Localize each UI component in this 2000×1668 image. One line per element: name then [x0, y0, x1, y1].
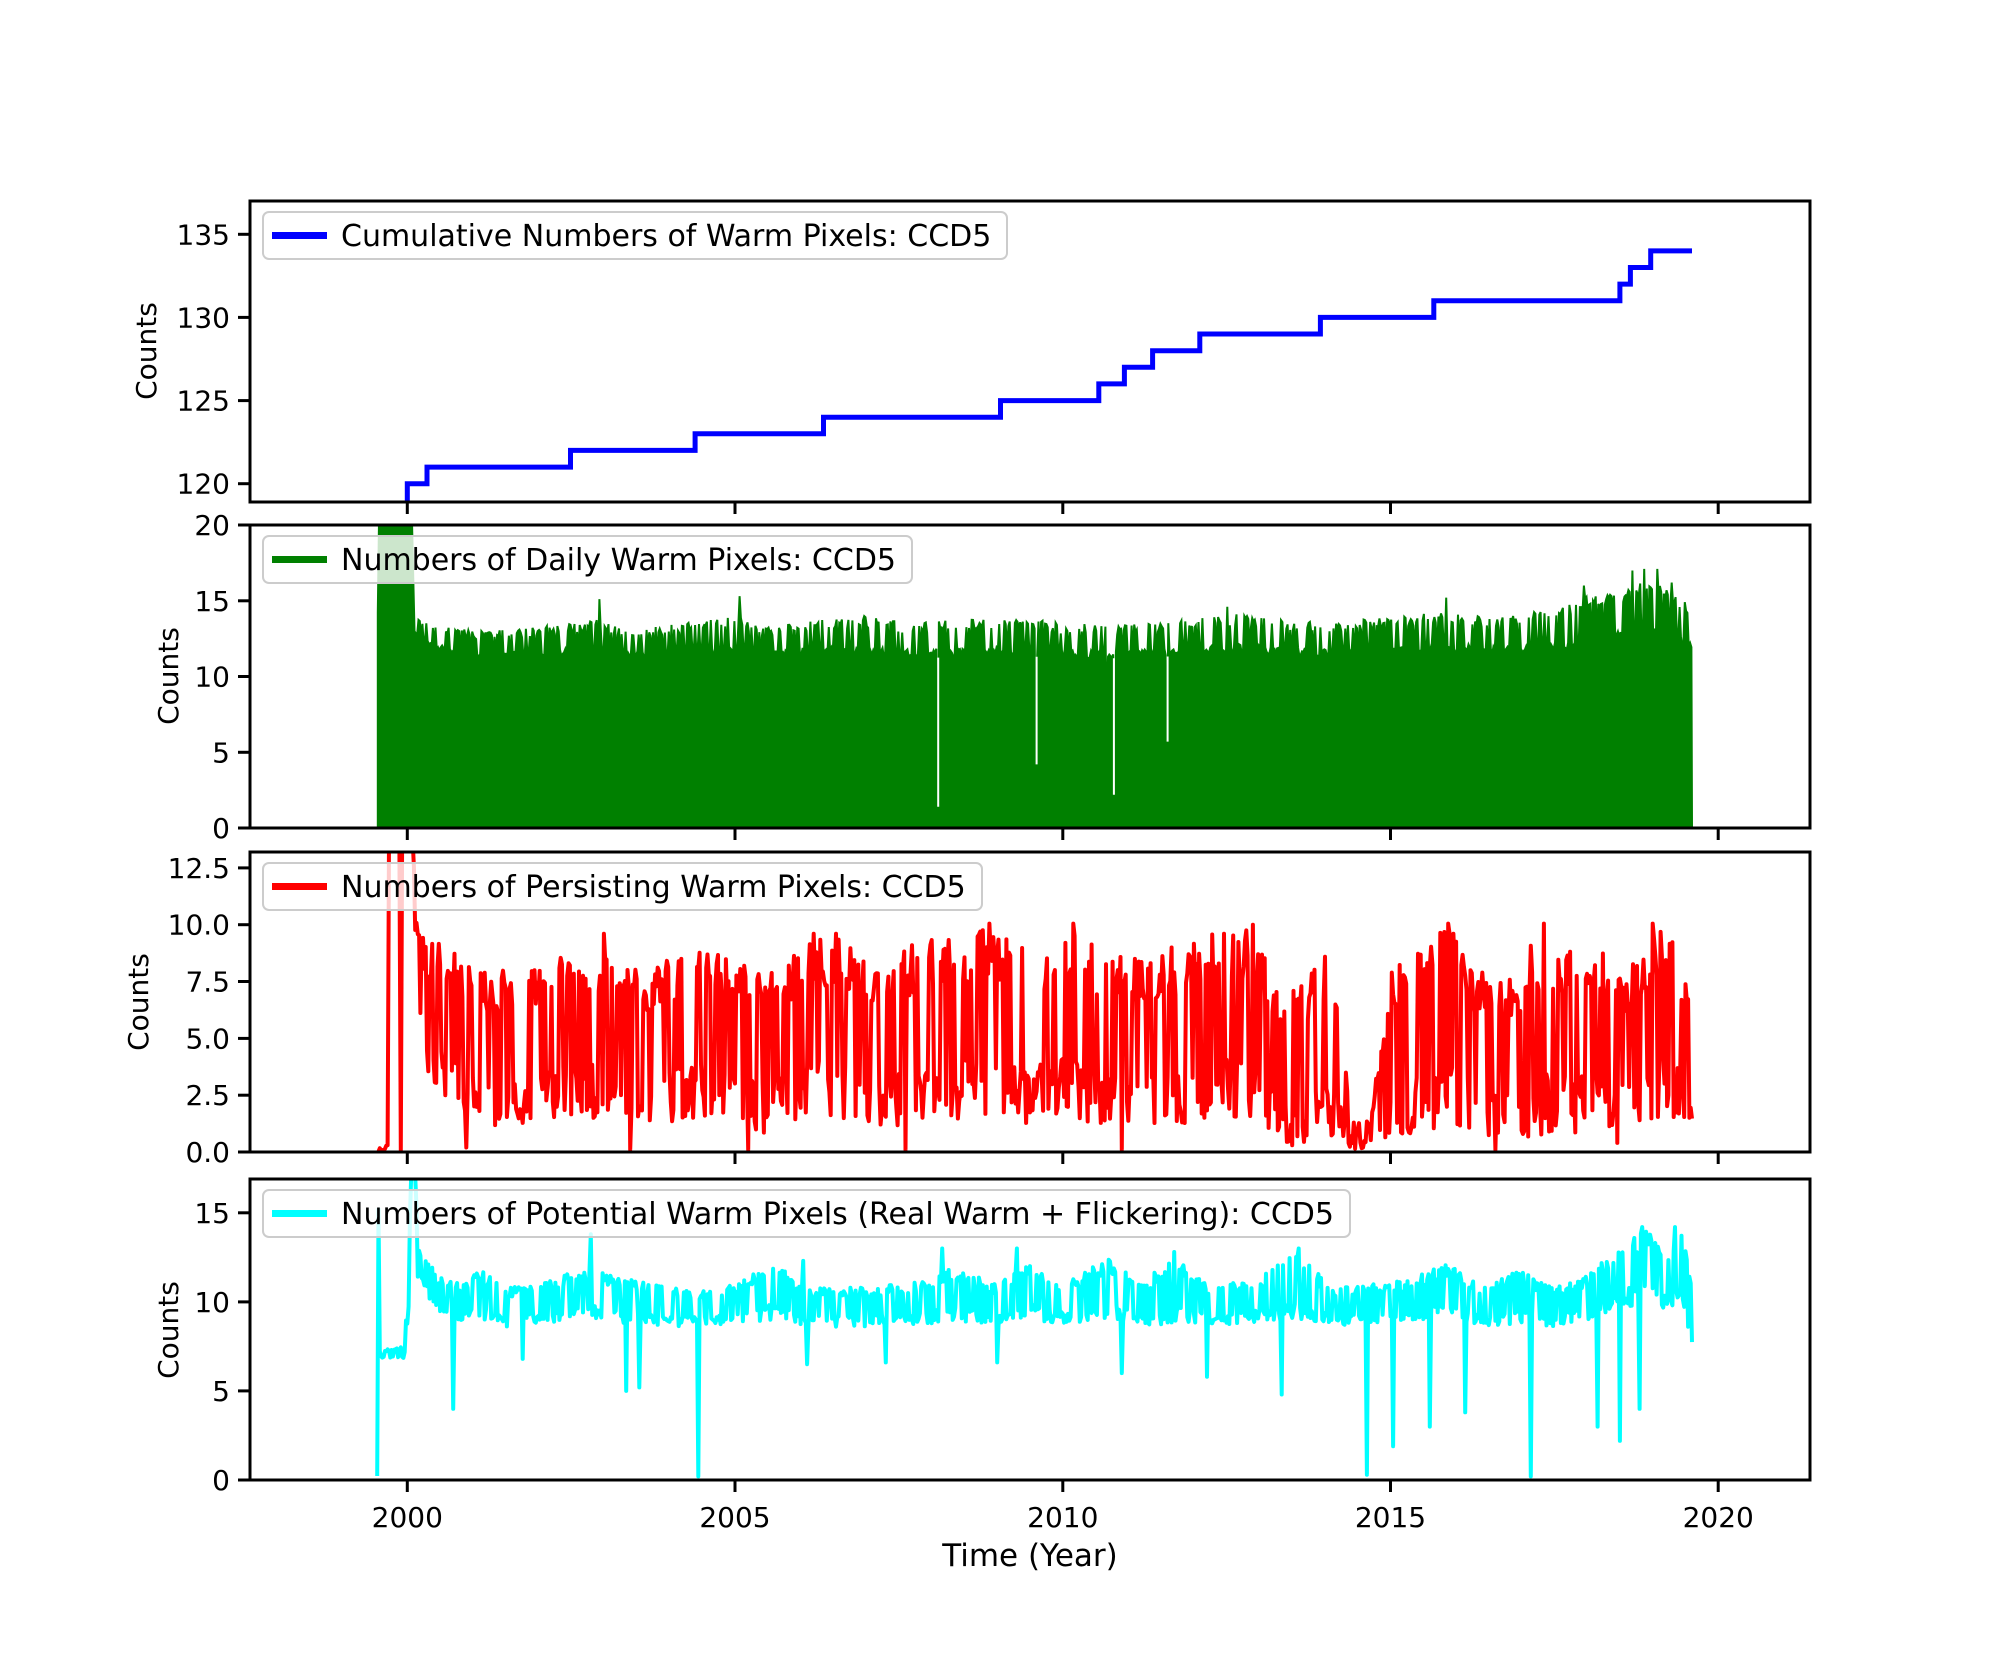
legends-layer: Cumulative Numbers of Warm Pixels: CCD5 …	[262, 211, 1351, 1238]
axes-layer: 120 125 130 135 0 5 10 15 20 0.0 2.5 5.0 7.5 10.0 12.5…	[168, 199, 1812, 1534]
axes-frame	[248, 199, 1812, 504]
series-cumulative-warm-pixels	[404, 248, 1692, 502]
y-axis-label-panel4: Counts	[152, 1281, 185, 1379]
y-tick-label: 5.0	[185, 1022, 230, 1055]
legend-box	[262, 1189, 1351, 1238]
series-daily-warm-pixels	[376, 525, 1694, 828]
legend-daily: Numbers of Daily Warm Pixels: CCD5	[262, 535, 913, 584]
y-tick-label: 12.5	[168, 852, 230, 885]
y-tick-label: 20	[194, 509, 230, 542]
y-tick-label: 130	[177, 301, 230, 334]
legend-potential: Numbers of Potential Warm Pixels (Real W…	[262, 1189, 1351, 1238]
x-tick-label: 2020	[1683, 1501, 1754, 1534]
panel-2-axes: 0 5 10 15 20	[194, 509, 1812, 845]
x-tick-label: 2000	[372, 1501, 443, 1534]
legend-cumulative: Cumulative Numbers of Warm Pixels: CCD5	[262, 211, 1008, 260]
y-tick-label: 135	[177, 218, 230, 251]
panel-1-axes: 120 125 130 135	[177, 199, 1812, 514]
y-tick-label: 125	[177, 385, 230, 418]
labels-layer: Counts Counts Counts Counts Time (Year)	[122, 302, 1118, 1574]
axes-frame	[248, 850, 1812, 1154]
y-tick-label: 10	[194, 661, 230, 694]
y-tick-label: 120	[177, 468, 230, 501]
y-tick-label: 5	[212, 736, 230, 769]
series-potential-warm-pixels	[375, 1179, 1694, 1479]
legend-label: Numbers of Persisting Warm Pixels: CCD5	[341, 870, 966, 905]
step-line	[404, 248, 1692, 502]
y-tick-label: 0	[212, 1464, 230, 1497]
x-axis-label: Time (Year)	[941, 1538, 1118, 1574]
y-tick-label: 2.5	[185, 1079, 230, 1112]
legend-box	[262, 535, 913, 584]
y-tick-label: 0	[212, 812, 230, 845]
legend-persisting: Numbers of Persisting Warm Pixels: CCD5	[262, 862, 983, 911]
y-tick-label: 15	[194, 585, 230, 618]
y-tick-label: 10.0	[168, 909, 230, 942]
x-tick-label: 2010	[1027, 1501, 1098, 1534]
x-tick-label: 2005	[699, 1501, 770, 1534]
legend-box	[262, 862, 983, 911]
y-axis-label-panel1: Counts	[130, 302, 163, 400]
y-tick-label: 5	[212, 1375, 230, 1408]
legend-label: Numbers of Daily Warm Pixels: CCD5	[341, 543, 896, 578]
panel-3-axes: 0.0 2.5 5.0 7.5 10.0 12.5	[168, 850, 1812, 1169]
y-axis-label-panel2: Counts	[152, 627, 185, 725]
y-tick-label: 7.5	[185, 966, 230, 999]
y-tick-label: 0.0	[185, 1136, 230, 1169]
noisy-line	[376, 852, 1694, 1152]
x-tick-label: 2015	[1355, 1501, 1426, 1534]
y-tick-label: 15	[194, 1197, 230, 1230]
y-axis-label-panel3: Counts	[122, 953, 155, 1051]
noisy-line	[375, 1179, 1694, 1479]
panel-4-axes: 0 5 10 15 2000 2005 2010 2015 2020	[194, 1177, 1812, 1534]
legend-box	[262, 211, 1008, 260]
legend-label: Numbers of Potential Warm Pixels (Real W…	[341, 1197, 1334, 1232]
y-tick-label: 10	[194, 1286, 230, 1319]
series-persisting-warm-pixels	[376, 852, 1694, 1152]
axes-frame	[248, 1177, 1812, 1482]
series-layer	[375, 248, 1694, 1479]
filled-area	[376, 525, 1694, 828]
legend-label: Cumulative Numbers of Warm Pixels: CCD5	[341, 219, 991, 254]
